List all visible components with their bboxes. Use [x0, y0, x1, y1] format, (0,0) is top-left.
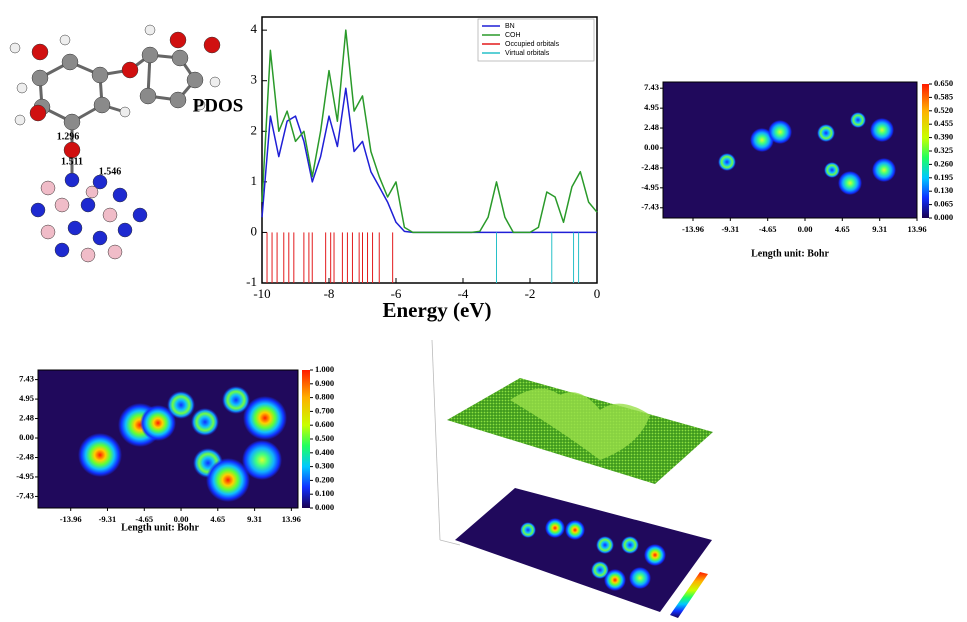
x-tick-label: -4.65 [759, 224, 777, 234]
y-tick-label: 0 [251, 223, 258, 238]
colorbar-label: 1.000 [315, 364, 334, 374]
y-tick-label: 4.95 [19, 393, 34, 403]
y-tick-label: 2 [251, 122, 258, 137]
colorbar-label: 0.400 [315, 447, 334, 457]
y-tick-label: 4.95 [644, 102, 659, 112]
bond-label: 1.296 [57, 131, 80, 142]
x-tick-label: 13.96 [907, 224, 926, 234]
colorbar-label: 0.195 [934, 172, 953, 182]
legend-label: COH [505, 32, 521, 39]
y-tick-label: -4.95 [16, 471, 34, 481]
y-tick-label: -4.95 [641, 182, 659, 192]
x-tick-label: 0 [594, 286, 601, 301]
x-tick-label: -13.96 [60, 514, 82, 524]
y-tick-label: -2.48 [16, 451, 34, 461]
legend-label: BN [505, 23, 515, 30]
x-tick-label: -4.65 [135, 514, 153, 524]
colorbar-label: 0.100 [315, 488, 334, 498]
x-axis-label: Length unit: Bohr [751, 248, 829, 259]
x-tick-label: -10 [253, 286, 270, 301]
x-tick-label: 9.31 [247, 514, 262, 524]
y-tick-label: 3 [251, 72, 258, 87]
colorbar-label: 0.600 [315, 419, 334, 429]
colorbar-label: 0.700 [315, 405, 334, 415]
x-tick-label: 4.65 [835, 224, 850, 234]
y-tick-label: 4 [251, 21, 258, 36]
y-tick-label: 7.43 [19, 374, 34, 384]
colorbar-label: 0.000 [315, 502, 334, 512]
y-tick-label: 1 [251, 173, 258, 188]
density-map [38, 370, 310, 508]
x-tick-label: -4 [458, 286, 469, 301]
y-tick-label: 0.00 [644, 142, 659, 152]
x-axis-label: Length unit: Bohr [121, 522, 199, 533]
colorbar-label: 0.500 [315, 433, 334, 443]
y-tick-label: 0.00 [19, 432, 34, 442]
x-tick-label: 13.96 [282, 514, 301, 524]
x-tick-label: -9.31 [721, 224, 739, 234]
y-tick-label: 2.48 [644, 122, 659, 132]
colorbar-label: 0.455 [934, 118, 953, 128]
colorbar-label: 0.065 [934, 199, 953, 209]
x-tick-label: 4.65 [210, 514, 225, 524]
pdos-line [261, 29, 598, 234]
x-tick-label: 0.00 [174, 514, 189, 524]
colorbar-label: 0.260 [934, 158, 953, 168]
bond-label: 1.546 [99, 166, 122, 177]
plot-frame [37, 369, 299, 509]
x-tick-label: -13.96 [682, 224, 704, 234]
x-tick-label: -6 [391, 286, 402, 301]
density-map [663, 82, 929, 218]
surface-3d [431, 339, 713, 618]
colorbar-label: 0.200 [315, 474, 334, 484]
colorbar-label: 0.390 [934, 132, 953, 142]
plot-frame [261, 16, 598, 284]
x-tick-label: 9.31 [872, 224, 887, 234]
y-tick-label: -1 [246, 274, 257, 289]
colorbar-label: 0.000 [934, 212, 953, 222]
plot-frame [662, 81, 918, 219]
y-tick-label: -7.43 [641, 202, 659, 212]
colorbar-label: 0.130 [934, 185, 953, 195]
y-tick-label: 2.48 [19, 412, 34, 422]
colorbar-label: 0.585 [934, 91, 953, 101]
y-tick-label: 7.43 [644, 82, 659, 92]
x-tick-label: -2 [525, 286, 536, 301]
pdos-line [261, 87, 597, 234]
x-axis-label: Energy (eV) [382, 298, 491, 322]
legend-label: Occupied orbitals [505, 41, 560, 48]
y-tick-label: -7.43 [16, 490, 34, 500]
colorbar-label: 0.325 [934, 145, 953, 155]
legend-label: Virtual orbitals [505, 50, 550, 57]
x-tick-label: 0.00 [798, 224, 813, 234]
x-tick-label: -8 [324, 286, 335, 301]
bond-label: 1.511 [61, 156, 83, 167]
y-tick-label: -2.48 [641, 162, 659, 172]
x-tick-label: -9.31 [99, 514, 117, 524]
colorbar-label: 0.900 [315, 378, 334, 388]
molecule-atoms [9, 24, 221, 263]
pdos-label: PDOS [193, 95, 244, 116]
colorbar-label: 0.520 [934, 105, 953, 115]
colorbar-label: 0.800 [315, 392, 334, 402]
colorbar-label: 0.300 [315, 461, 334, 471]
colorbar-label: 0.650 [934, 78, 953, 88]
